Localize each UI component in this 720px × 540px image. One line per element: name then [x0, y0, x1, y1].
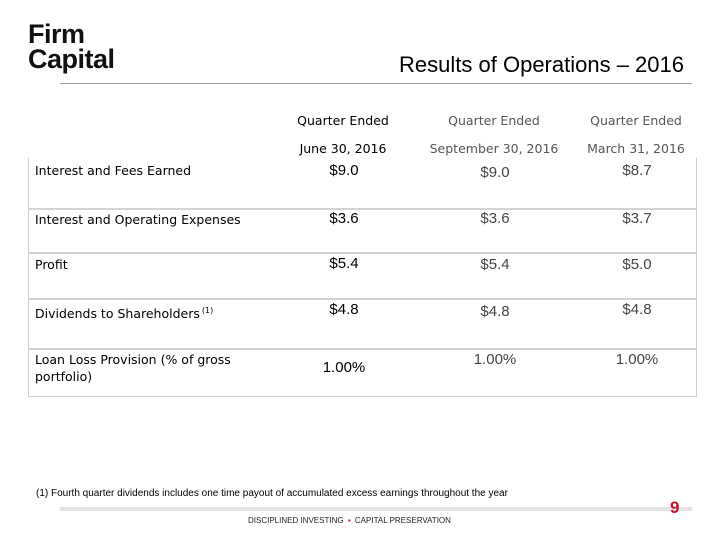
row-value-march: $3.7: [622, 210, 652, 227]
row-value-march: $4.8: [622, 301, 652, 318]
row-value-june: $9.0: [329, 162, 359, 179]
row-value-june: $5.4: [329, 255, 359, 272]
column-header-line-1: Quarter Ended: [448, 113, 540, 128]
firm-capital-logo: Firm Capital: [28, 19, 115, 74]
row-value-september: $9.0: [480, 164, 510, 181]
row-label: Interest and Fees Earned: [35, 163, 192, 178]
column-header-line-2: September 30, 2016: [429, 141, 559, 156]
column-header-line-1: Quarter Ended: [590, 113, 682, 128]
logo-line-2: Capital: [28, 44, 115, 74]
table-row-dividends: Dividends to Shareholders (1) $4.8 $4.8 $…: [29, 300, 696, 350]
tagline-left: DISCIPLINED INVESTING: [248, 516, 344, 525]
row-label: Interest and Operating Expenses: [35, 212, 241, 227]
column-header-line-2: June 30, 2016: [299, 141, 387, 156]
row-value-march: $5.0: [622, 256, 652, 273]
row-value-september: $3.6: [480, 210, 510, 227]
column-header-line-1: Quarter Ended: [297, 113, 389, 128]
page-number: 9: [670, 498, 680, 517]
logo-line-1: Firm: [28, 19, 85, 49]
table-row-interest-fees: Interest and Fees Earned $9.0 $9.0 $8.7: [29, 158, 696, 210]
row-label: Loan Loss Provision (% of gross portfoli…: [35, 352, 231, 384]
row-value-march: $8.7: [622, 162, 652, 179]
footer-divider: [60, 507, 692, 511]
tagline-right: CAPITAL PRESERVATION: [354, 516, 451, 525]
row-label: Profit: [35, 257, 68, 272]
footnote: (1) Fourth quarter dividends includes on…: [36, 488, 508, 499]
column-header-line-2: March 31, 2016: [587, 141, 685, 156]
row-value-june: 1.00%: [322, 359, 366, 376]
tagline-separator-icon: ▪: [347, 516, 351, 525]
page-title: Results of Operations – 2016: [399, 52, 684, 77]
row-value-march: 1.00%: [615, 351, 659, 368]
results-table: Interest and Fees Earned $9.0 $9.0 $8.7 …: [28, 158, 697, 397]
table-row-profit: Profit $5.4 $5.4 $5.0: [29, 254, 696, 300]
row-value-june: $4.8: [329, 301, 359, 318]
table-row-loan-loss-provision: Loan Loss Provision (% of gross portfoli…: [29, 350, 696, 396]
row-value-june: $3.6: [329, 210, 359, 227]
row-value-september: $4.8: [480, 303, 510, 320]
row-value-september: $5.4: [480, 256, 510, 273]
row-label: Dividends to Shareholders (1): [35, 302, 213, 322]
table-row-interest-operating-expenses: Interest and Operating Expenses $3.6 $3.…: [29, 208, 696, 254]
row-label-text: Dividends to Shareholders: [35, 306, 200, 321]
title-divider: [60, 83, 692, 84]
footer-tagline: DISCIPLINED INVESTING ▪ CAPITAL PRESERVA…: [248, 516, 451, 525]
footnote-marker: (1): [201, 306, 214, 315]
row-value-september: 1.00%: [473, 351, 517, 368]
